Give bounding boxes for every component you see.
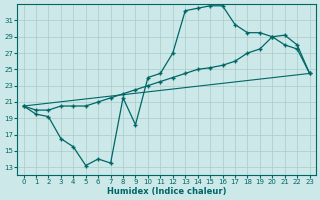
X-axis label: Humidex (Indice chaleur): Humidex (Indice chaleur) (107, 187, 226, 196)
